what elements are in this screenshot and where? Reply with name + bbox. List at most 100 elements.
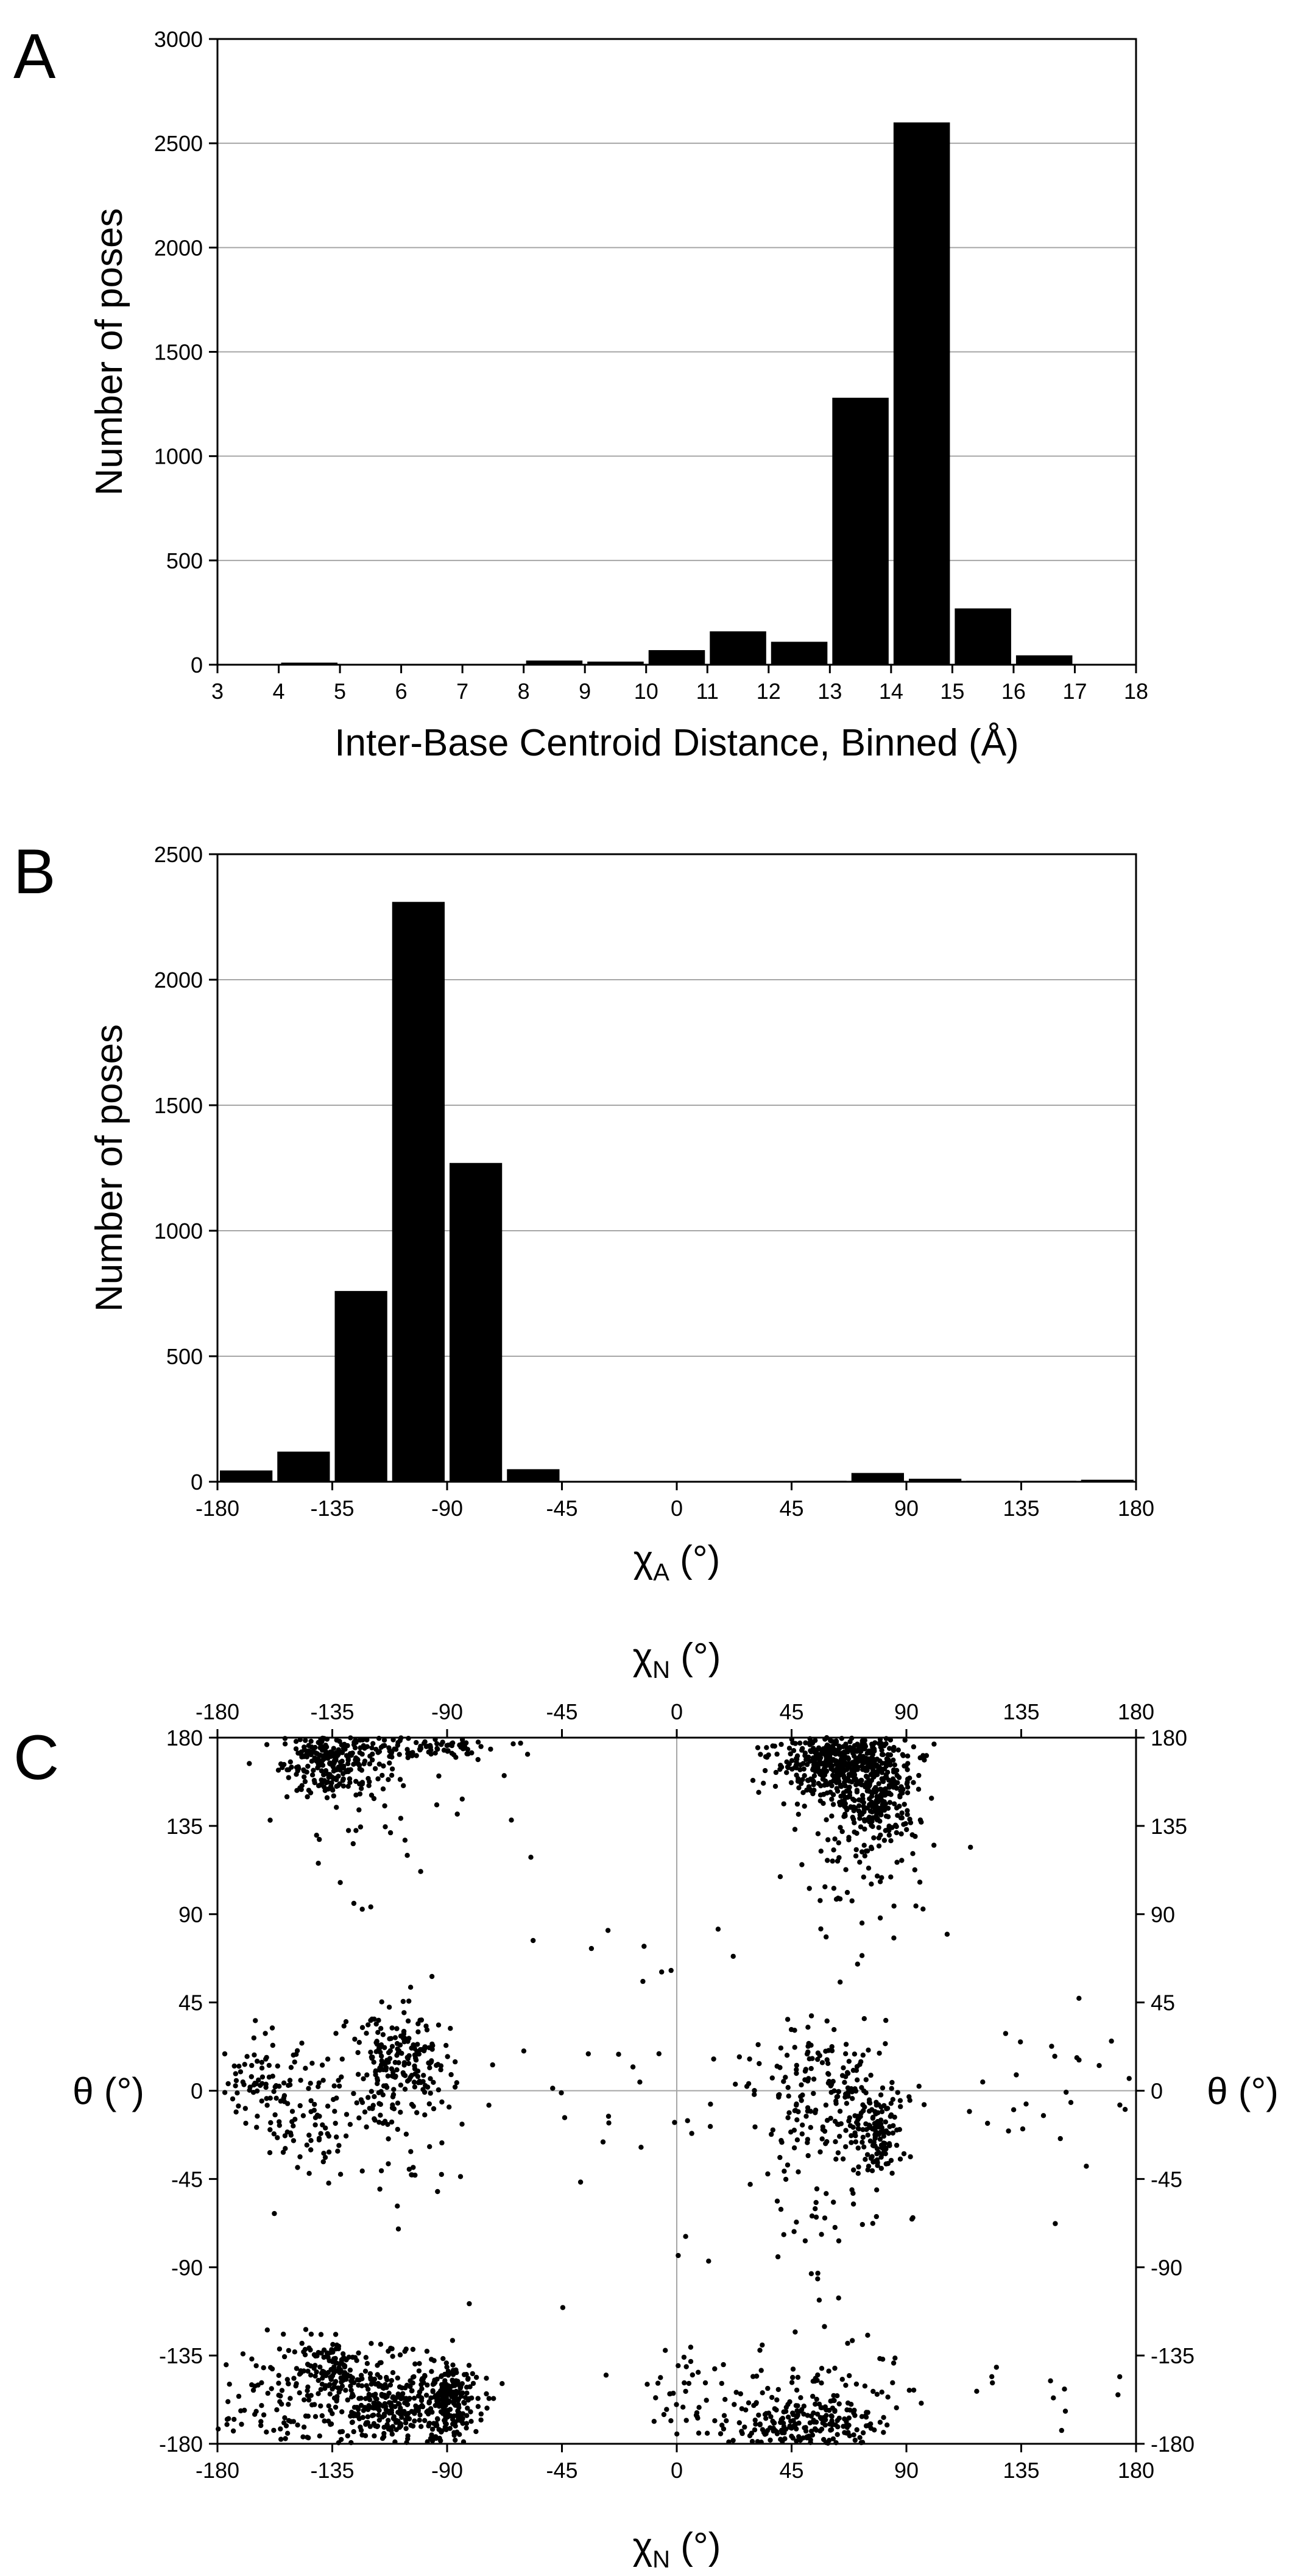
scatter-point bbox=[852, 1829, 857, 1835]
scatter-point bbox=[312, 2122, 318, 2128]
scatter-point bbox=[369, 2341, 374, 2346]
scatter-point bbox=[858, 1824, 864, 1830]
scatter-point bbox=[843, 1741, 849, 1747]
scatter-point bbox=[805, 1755, 810, 1761]
scatter-point bbox=[320, 2159, 326, 2165]
scatter-point bbox=[772, 1783, 778, 1789]
scatter-point bbox=[451, 2379, 456, 2385]
scatter-point bbox=[461, 2399, 467, 2405]
scatter-point bbox=[308, 1738, 314, 1744]
bar bbox=[955, 608, 1011, 665]
scatter-point bbox=[284, 2377, 290, 2382]
scatter-point bbox=[444, 2426, 450, 2432]
bar bbox=[450, 1162, 503, 1482]
scatter-point bbox=[905, 1753, 911, 1759]
scatter-point bbox=[785, 2115, 791, 2120]
scatter-point bbox=[774, 2064, 780, 2069]
scatter-point bbox=[264, 1742, 270, 1747]
scatter-point bbox=[362, 2109, 368, 2115]
scatter-point bbox=[832, 2365, 838, 2371]
scatter-point bbox=[850, 2201, 856, 2207]
scatter-point bbox=[367, 1761, 373, 1767]
scatter-point bbox=[359, 1767, 364, 1773]
scatter-point bbox=[846, 2059, 852, 2064]
scatter-point bbox=[358, 1824, 364, 1830]
scatter-point bbox=[328, 2374, 333, 2380]
scatter-point bbox=[398, 1816, 404, 1821]
scatter-point bbox=[854, 2064, 860, 2070]
scatter-point bbox=[274, 2407, 280, 2413]
scatter-point bbox=[412, 2055, 418, 2061]
scatter-point bbox=[863, 2077, 869, 2082]
scatter-point bbox=[454, 1811, 460, 1817]
scatter-point bbox=[509, 1817, 514, 1823]
scatter-point bbox=[839, 1769, 845, 1774]
scatter-point bbox=[377, 2045, 383, 2051]
scatter-point bbox=[758, 1752, 763, 1757]
scatter-point bbox=[870, 1744, 875, 1750]
scatter-point bbox=[747, 2433, 753, 2438]
scatter-point bbox=[394, 2418, 400, 2423]
scatter-point bbox=[528, 1855, 534, 1860]
scatter-point bbox=[247, 1761, 252, 1766]
y-tick-label-right: 135 bbox=[1151, 1814, 1187, 1839]
scatter-point bbox=[912, 1867, 918, 1873]
panel-letter-b: B bbox=[13, 837, 55, 907]
scatter-point bbox=[910, 1851, 916, 1856]
scatter-point bbox=[224, 2416, 230, 2422]
scatter-point bbox=[883, 2041, 888, 2047]
scatter-point bbox=[832, 2224, 838, 2231]
scatter-point bbox=[312, 1744, 318, 1750]
scatter-point bbox=[401, 2039, 407, 2045]
scatter-point bbox=[866, 1866, 872, 1871]
scatter-point bbox=[761, 1780, 766, 1786]
scatter-point bbox=[686, 2380, 692, 2387]
scatter-point bbox=[874, 2100, 879, 2105]
scatter-point bbox=[308, 2347, 313, 2353]
scatter-point bbox=[706, 2259, 711, 2264]
scatter-point bbox=[444, 2364, 450, 2370]
scatter-point bbox=[894, 2142, 900, 2148]
scatter-point bbox=[830, 1792, 836, 1797]
panel-c-scatter: C-180-180-135-135-90-90-45-4500454590901… bbox=[13, 1636, 1279, 2573]
scatter-point bbox=[389, 2025, 395, 2031]
scatter-point bbox=[783, 2405, 789, 2410]
x-tick-label: -180 bbox=[196, 1496, 239, 1521]
scatter-point bbox=[369, 1792, 375, 1798]
panel-letter-c: C bbox=[13, 1722, 59, 1793]
scatter-point bbox=[322, 1745, 328, 1751]
scatter-point bbox=[711, 2056, 716, 2062]
scatter-point bbox=[325, 1786, 331, 1792]
scatter-point bbox=[402, 2073, 408, 2078]
scatter-point bbox=[781, 1801, 786, 1806]
scatter-point bbox=[292, 2349, 297, 2355]
scatter-point bbox=[811, 1773, 817, 1778]
scatter-point bbox=[462, 2394, 468, 2401]
scatter-point bbox=[297, 2103, 303, 2109]
scatter-point bbox=[403, 2426, 409, 2432]
scatter-point bbox=[314, 2369, 319, 2375]
scatter-point bbox=[375, 2372, 380, 2377]
scatter-point bbox=[261, 2365, 266, 2371]
scatter-point bbox=[400, 1998, 406, 2005]
scatter-point bbox=[297, 2390, 302, 2396]
scatter-point bbox=[880, 2085, 886, 2091]
scatter-point bbox=[399, 2385, 405, 2391]
scatter-point bbox=[389, 2043, 395, 2049]
scatter-point bbox=[438, 2409, 444, 2415]
scatter-point bbox=[280, 2150, 286, 2155]
scatter-point bbox=[372, 2433, 377, 2439]
scatter-point bbox=[878, 2092, 884, 2098]
scatter-point bbox=[796, 1811, 802, 1817]
x-tick-label: 180 bbox=[1118, 1496, 1154, 1521]
scatter-point bbox=[279, 2388, 285, 2393]
scatter-point bbox=[259, 2059, 264, 2065]
scatter-point bbox=[417, 2405, 422, 2410]
scatter-point bbox=[829, 2422, 835, 2428]
scatter-point bbox=[860, 2127, 866, 2132]
x-tick-label: 9 bbox=[579, 679, 591, 704]
scatter-point bbox=[230, 2096, 236, 2102]
scatter-point bbox=[389, 2119, 395, 2125]
scatter-point bbox=[887, 1746, 892, 1751]
scatter-point bbox=[286, 1775, 291, 1780]
